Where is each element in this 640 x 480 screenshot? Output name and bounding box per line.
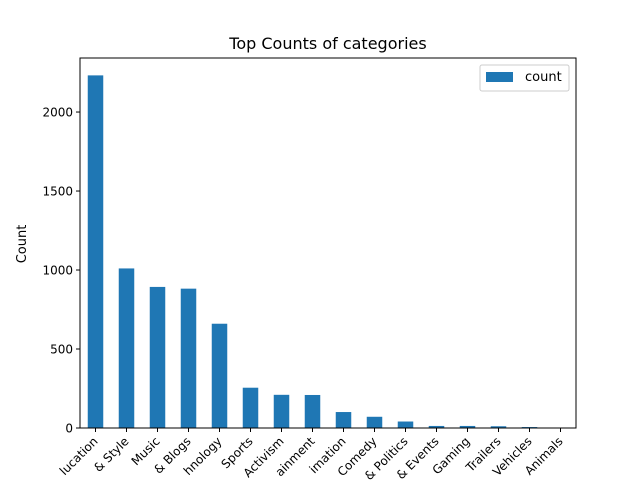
x-tick-label: & Style xyxy=(91,434,132,475)
bar xyxy=(118,268,135,428)
bar xyxy=(273,394,290,428)
bars-group xyxy=(87,75,569,428)
bar xyxy=(428,425,445,428)
chart-title: Top Counts of categories xyxy=(228,34,426,53)
y-axis-label: Count xyxy=(15,225,30,264)
y-tick-label: 1000 xyxy=(42,264,73,278)
bar xyxy=(459,425,476,428)
bar xyxy=(304,394,321,428)
bar xyxy=(149,286,166,428)
legend-box xyxy=(479,64,570,92)
y-tick-label: 1500 xyxy=(42,185,73,199)
bar xyxy=(87,75,104,428)
legend-label: count xyxy=(525,70,562,85)
y-tick-label: 0 xyxy=(65,422,73,436)
y-axis-ticks: 0 500 1000 1500 2000 xyxy=(42,106,80,436)
bar xyxy=(397,421,414,428)
legend-swatch xyxy=(486,72,513,82)
axes-frame xyxy=(79,57,577,429)
bar xyxy=(335,412,352,428)
x-tick-label: lucation xyxy=(57,434,101,478)
bar xyxy=(180,288,197,428)
y-tick-label: 2000 xyxy=(42,106,73,120)
bar xyxy=(242,387,259,428)
bar xyxy=(366,416,383,428)
bar xyxy=(490,426,507,428)
bar xyxy=(211,323,228,428)
legend: count xyxy=(479,64,570,92)
y-tick-label: 500 xyxy=(50,343,73,357)
